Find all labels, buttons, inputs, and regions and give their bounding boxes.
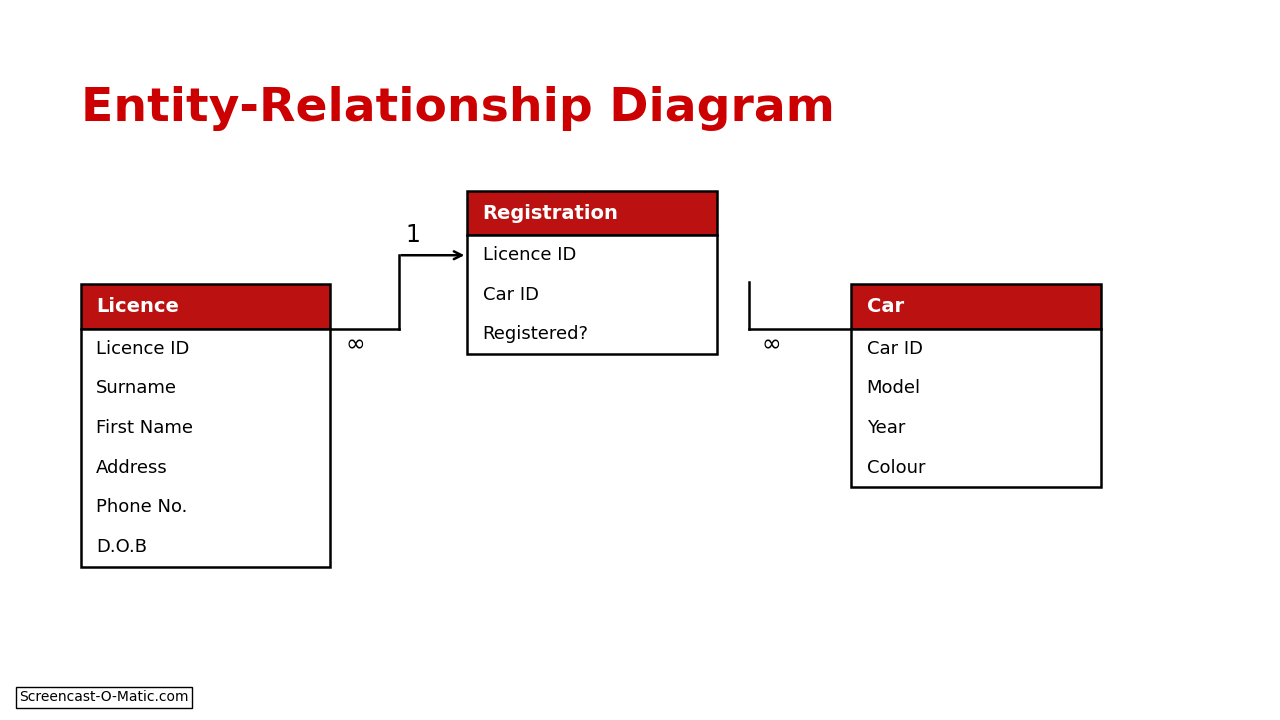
Text: Year: Year	[867, 419, 905, 437]
Bar	[467, 191, 717, 235]
Bar	[81, 329, 330, 567]
Text: D.O.B: D.O.B	[96, 538, 147, 556]
Text: Car ID: Car ID	[483, 286, 539, 304]
Text: Model: Model	[867, 379, 920, 397]
Text: ∞: ∞	[762, 333, 781, 356]
Bar	[851, 284, 1101, 329]
Text: First Name: First Name	[96, 419, 193, 437]
Text: ∞: ∞	[346, 333, 365, 356]
Text: Surname: Surname	[96, 379, 177, 397]
Bar	[81, 284, 330, 329]
Bar	[467, 235, 717, 354]
Bar	[851, 329, 1101, 487]
Text: Entity-Relationship Diagram: Entity-Relationship Diagram	[81, 86, 835, 131]
Text: Licence: Licence	[96, 297, 179, 316]
Text: Car: Car	[867, 297, 904, 316]
Text: Address: Address	[96, 459, 168, 477]
Text: Registered?: Registered?	[483, 325, 589, 343]
Text: 1: 1	[404, 222, 420, 246]
Text: Licence ID: Licence ID	[96, 340, 189, 358]
Text: Licence ID: Licence ID	[483, 246, 576, 264]
Text: Colour: Colour	[867, 459, 925, 477]
Text: Screencast-O-Matic.com: Screencast-O-Matic.com	[19, 690, 188, 704]
Text: Phone No.: Phone No.	[96, 498, 187, 516]
Text: Registration: Registration	[483, 204, 618, 222]
Text: Car ID: Car ID	[867, 340, 923, 358]
